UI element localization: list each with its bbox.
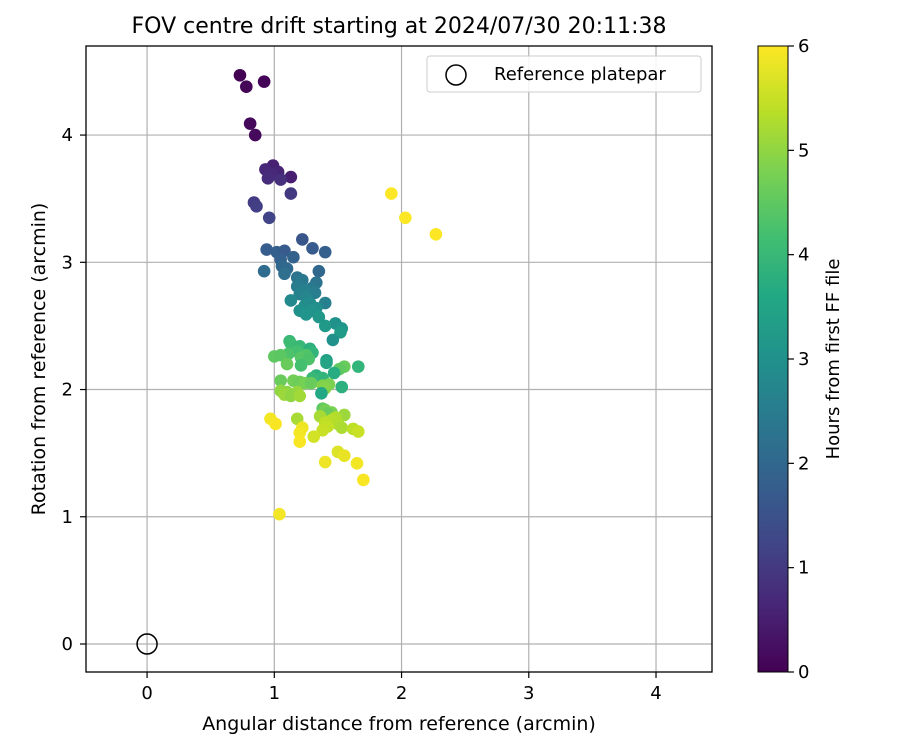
data-point — [296, 233, 309, 246]
grid — [86, 46, 712, 672]
y-tick-label: 3 — [62, 252, 73, 273]
data-point — [306, 242, 319, 255]
data-point — [318, 319, 332, 333]
data-point — [350, 457, 364, 470]
data-point — [257, 264, 271, 278]
data-point — [318, 455, 332, 469]
data-point — [260, 243, 273, 256]
colorbar-tick-label: 1 — [798, 558, 809, 579]
colorbar-tick-label: 2 — [798, 453, 809, 474]
data-point — [250, 200, 263, 213]
x-tick-label: 4 — [650, 683, 661, 704]
data-point — [262, 211, 276, 225]
x-axis-label: Angular distance from reference (arcmin) — [202, 713, 596, 735]
colorbar-tick-label: 3 — [798, 349, 809, 370]
data-point — [326, 333, 340, 347]
legend-box — [426, 55, 702, 93]
x-axis-ticks: 0 1 2 3 4 — [141, 672, 662, 704]
data-point — [316, 423, 329, 437]
data-point — [233, 68, 247, 82]
data-point — [287, 250, 300, 264]
data-point — [280, 357, 294, 371]
data-points — [233, 68, 443, 521]
data-point — [299, 308, 313, 321]
y-tick-label: 2 — [62, 380, 73, 401]
reference-marker-icon — [136, 633, 158, 655]
y-axis-ticks: 0 1 2 3 4 — [62, 125, 86, 655]
plot-frame — [85, 45, 713, 673]
data-point — [357, 473, 370, 487]
data-point — [335, 380, 349, 394]
legend-marker-icon — [445, 64, 467, 86]
data-point — [307, 430, 321, 443]
colorbar-tick-label: 4 — [798, 245, 809, 266]
data-point — [269, 417, 282, 431]
data-point — [385, 187, 398, 200]
colorbar-tick-label: 0 — [798, 662, 809, 683]
data-point — [284, 294, 298, 307]
data-point — [320, 356, 333, 370]
data-point — [312, 264, 326, 278]
data-point — [274, 348, 287, 362]
data-point — [429, 228, 443, 241]
chart-title: FOV centre drift starting at 2024/07/30 … — [132, 14, 667, 39]
y-axis-label: Rotation from reference (arcmin) — [28, 203, 50, 516]
colorbar-tick-label: 5 — [798, 140, 809, 161]
colorbar — [757, 45, 789, 673]
data-point — [351, 360, 365, 373]
data-point — [318, 245, 332, 259]
y-tick-label: 4 — [62, 125, 73, 146]
data-point — [284, 187, 298, 200]
data-point — [293, 389, 307, 403]
data-point — [293, 435, 307, 449]
data-point — [284, 170, 298, 184]
legend-entry-label: Reference platepar — [494, 64, 666, 85]
x-tick-label: 2 — [396, 683, 407, 704]
data-point — [293, 426, 307, 440]
x-tick-label: 3 — [523, 683, 534, 704]
data-point — [335, 421, 349, 435]
data-point — [278, 267, 291, 281]
data-point — [327, 366, 341, 380]
data-point — [243, 117, 257, 130]
colorbar-tick-label: 6 — [798, 36, 809, 57]
data-point — [261, 172, 275, 185]
x-tick-label: 1 — [269, 683, 280, 704]
colorbar-label: Hours from first FF file — [823, 259, 844, 460]
data-point — [304, 376, 318, 390]
data-point — [284, 389, 298, 403]
data-point — [274, 374, 287, 387]
y-tick-label: 0 — [62, 634, 73, 655]
data-point — [315, 387, 328, 400]
reference-marker-layer — [136, 633, 158, 655]
data-point — [334, 325, 347, 339]
data-point — [273, 507, 286, 521]
colorbar-ticks: 0 1 2 3 4 5 6 — [788, 36, 809, 683]
data-point — [351, 425, 365, 438]
data-point — [248, 128, 262, 142]
data-point — [399, 211, 412, 225]
data-point — [240, 80, 253, 94]
x-tick-label: 0 — [141, 683, 152, 704]
y-tick-label: 1 — [62, 507, 73, 528]
legend: Reference platepar — [426, 55, 702, 93]
data-point — [257, 75, 271, 88]
data-point — [337, 449, 351, 462]
data-point — [274, 173, 287, 186]
data-point — [294, 359, 308, 372]
data-point — [312, 310, 326, 324]
